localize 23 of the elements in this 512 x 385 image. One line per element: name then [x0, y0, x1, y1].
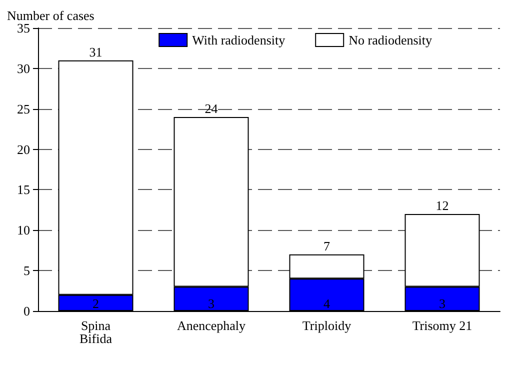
- y-tick-label: 25: [17, 101, 30, 116]
- legend-label: With radiodensity: [192, 32, 286, 48]
- y-tick-label: 15: [17, 182, 30, 198]
- data-label: 4: [324, 296, 330, 311]
- data-label: 3: [208, 296, 214, 311]
- data-label: 3: [439, 296, 446, 311]
- total-label: 7: [324, 238, 330, 254]
- total-label: 12: [436, 198, 449, 213]
- y-tick-label: 35: [17, 20, 30, 36]
- y-tick-label: 20: [17, 142, 30, 157]
- x-tick-label: Spina Bifida: [80, 318, 112, 346]
- total-label: 31: [89, 44, 102, 60]
- legend-label: No radiodensity: [348, 32, 432, 48]
- y-axis-title: Number of cases: [7, 8, 94, 23]
- total-label: 24: [204, 100, 218, 116]
- y-tick-label: 10: [17, 222, 30, 238]
- y-tick-label: 0: [24, 304, 30, 318]
- x-tick-label: Trisomy 21: [412, 318, 472, 333]
- x-tick-label: Anencephaly: [176, 318, 246, 333]
- data-label: 2: [92, 296, 99, 311]
- y-tick-label: 30: [17, 60, 30, 76]
- y-tick-label: 5: [24, 263, 30, 278]
- x-tick-label: Triploidy: [302, 318, 352, 333]
